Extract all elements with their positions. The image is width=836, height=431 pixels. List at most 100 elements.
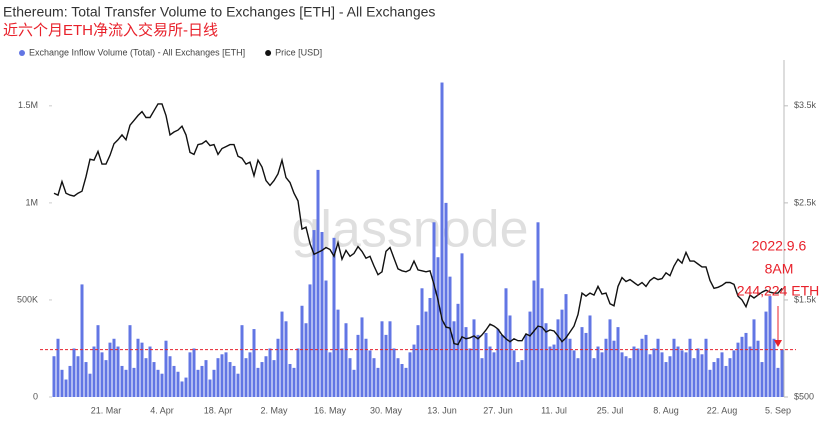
bar [56, 338, 60, 397]
bar [184, 377, 188, 397]
bar [304, 323, 308, 397]
bar [76, 356, 80, 397]
bar [776, 367, 780, 397]
bar [460, 253, 464, 397]
bar [712, 362, 716, 397]
bar [632, 346, 636, 397]
bar [368, 350, 372, 397]
x-tick-label: 27. Jun [483, 405, 513, 415]
bar [780, 349, 784, 397]
bar [624, 356, 628, 397]
bar [336, 309, 340, 397]
bar [612, 340, 616, 397]
bar [232, 365, 236, 397]
bar [736, 342, 740, 397]
bar [164, 340, 168, 397]
x-tick-label: 4. Apr [150, 405, 174, 415]
bar [740, 336, 744, 397]
y2-tick-label: $500 [794, 391, 814, 401]
bar [352, 369, 356, 397]
bar [392, 348, 396, 397]
bar [364, 338, 368, 397]
bar [156, 369, 160, 397]
bar [80, 284, 84, 397]
annotation-date: 2022.9.6 [752, 238, 807, 254]
bar [96, 325, 100, 397]
bar [512, 350, 516, 397]
y-tick-label: 1M [25, 197, 38, 207]
bar [664, 362, 668, 397]
y-tick-label: 500K [17, 294, 38, 304]
bar [288, 364, 292, 397]
bar [684, 352, 688, 397]
watermark: glassnode [291, 201, 528, 259]
bar [464, 327, 468, 397]
bar [100, 352, 104, 397]
bar [160, 373, 164, 397]
bar [212, 369, 216, 397]
bar [192, 348, 196, 397]
bar [536, 222, 540, 397]
bar [440, 82, 444, 397]
bar [628, 358, 632, 397]
x-tick-label: 11. Jul [541, 405, 567, 415]
bar [560, 309, 564, 397]
bar [600, 352, 604, 397]
bar [572, 350, 576, 397]
bar [588, 315, 592, 397]
bar [308, 284, 312, 397]
bar [728, 358, 732, 397]
bar [652, 348, 656, 397]
bar [348, 358, 352, 397]
y2-tick-label: $3.5k [794, 100, 817, 110]
bar [256, 367, 260, 397]
bar [260, 362, 264, 397]
y2-tick-label: $1.5k [794, 294, 817, 304]
bar [592, 358, 596, 397]
x-tick-label: 2. May [260, 405, 288, 415]
bar [420, 288, 424, 397]
x-tick-label: 18. Apr [204, 405, 233, 415]
bar [596, 346, 600, 397]
bar [360, 317, 364, 397]
bar [384, 334, 388, 397]
bar [696, 348, 700, 397]
x-tick-label: 30. May [370, 405, 403, 415]
bar [544, 323, 548, 397]
bar [224, 352, 228, 397]
bar [708, 369, 712, 397]
bar [584, 332, 588, 397]
bar [252, 329, 256, 397]
bar [412, 344, 416, 397]
bar [312, 230, 316, 397]
bar [524, 334, 528, 397]
bar [316, 169, 320, 397]
bar [244, 358, 248, 397]
bar [484, 332, 488, 397]
bar [332, 237, 336, 397]
chart-subtitle: 近六个月ETH净流入交易所-日线 [3, 21, 218, 39]
bar [324, 280, 328, 397]
bar [132, 367, 136, 397]
bar [716, 358, 720, 397]
bar [380, 321, 384, 397]
bar [404, 367, 408, 397]
legend-marker [19, 50, 25, 56]
bar [656, 338, 660, 397]
bar [296, 348, 300, 397]
bar [580, 327, 584, 397]
y2-tick-label: $2.5k [794, 197, 817, 207]
bar [340, 348, 344, 397]
bar [744, 332, 748, 397]
bar [488, 346, 492, 397]
bar [220, 354, 224, 397]
x-tick-label: 16. May [314, 405, 347, 415]
bar [436, 257, 440, 397]
bar [268, 348, 272, 397]
bar [172, 365, 176, 397]
bar [64, 379, 68, 397]
bar [356, 334, 360, 397]
bar [752, 319, 756, 397]
bar [236, 373, 240, 397]
